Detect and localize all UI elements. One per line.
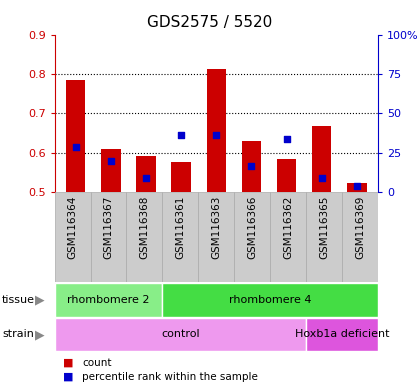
Text: tissue: tissue	[2, 295, 35, 305]
Bar	[66, 80, 85, 192]
Text: GSM116361: GSM116361	[176, 195, 185, 259]
Bar	[198, 192, 234, 282]
Bar	[306, 192, 342, 282]
Text: ■: ■	[63, 358, 74, 368]
Bar	[234, 192, 270, 282]
Bar	[126, 192, 163, 282]
Text: rhombomere 4: rhombomere 4	[229, 295, 312, 305]
Text: GSM116366: GSM116366	[247, 195, 257, 259]
Bar	[242, 141, 261, 192]
Text: count: count	[82, 358, 111, 368]
Text: GSM116363: GSM116363	[211, 195, 221, 259]
Text: ▶: ▶	[35, 293, 45, 306]
Point	[283, 136, 290, 142]
Text: GSM116365: GSM116365	[319, 195, 329, 259]
Point	[143, 175, 150, 181]
Point	[248, 163, 255, 169]
Bar	[306, 318, 378, 351]
Point	[72, 144, 79, 150]
Bar	[55, 283, 163, 317]
Text: control: control	[161, 329, 200, 339]
Bar	[163, 283, 378, 317]
Bar	[136, 156, 156, 192]
Text: GSM116367: GSM116367	[103, 195, 113, 259]
Bar	[55, 318, 306, 351]
Text: ■: ■	[63, 372, 74, 382]
Bar	[101, 149, 121, 192]
Point	[318, 175, 325, 181]
Bar	[270, 192, 306, 282]
Bar	[91, 192, 126, 282]
Point	[213, 132, 220, 138]
Text: Hoxb1a deficient: Hoxb1a deficient	[295, 329, 389, 339]
Point	[108, 158, 114, 164]
Text: rhombomere 2: rhombomere 2	[67, 295, 150, 305]
Text: GSM116368: GSM116368	[139, 195, 150, 259]
Bar	[312, 126, 331, 192]
Text: GSM116364: GSM116364	[68, 195, 78, 259]
Point	[178, 132, 184, 138]
Text: GSM116362: GSM116362	[283, 195, 293, 259]
Bar	[342, 192, 378, 282]
Bar	[207, 69, 226, 192]
Bar	[163, 192, 198, 282]
Bar	[347, 183, 367, 192]
Bar	[171, 162, 191, 192]
Text: strain: strain	[2, 329, 34, 339]
Text: ▶: ▶	[35, 328, 45, 341]
Point	[354, 183, 360, 189]
Text: GSM116369: GSM116369	[355, 195, 365, 259]
Bar	[277, 159, 296, 192]
Text: GDS2575 / 5520: GDS2575 / 5520	[147, 15, 273, 30]
Bar	[55, 192, 91, 282]
Text: percentile rank within the sample: percentile rank within the sample	[82, 372, 258, 382]
